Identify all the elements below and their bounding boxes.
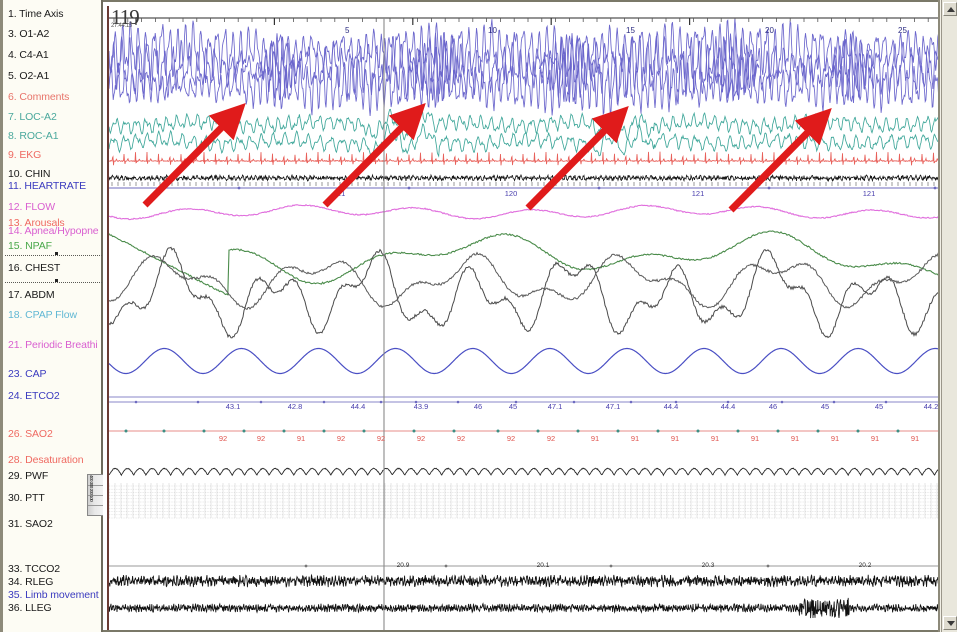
time-tick-label: 25 <box>898 26 907 35</box>
etco2-value: 47.1 <box>547 402 563 411</box>
sao2-value: 91 <box>830 434 840 443</box>
etco2-value: 44.2 <box>923 402 939 411</box>
etco2-value: 46 <box>768 402 778 411</box>
sao2-value: 92 <box>506 434 516 443</box>
channel-label-1-time-axis[interactable]: 1. Time Axis <box>8 9 64 20</box>
channel-label-29-pwf[interactable]: 29. PWF <box>8 471 49 482</box>
channel-group-divider <box>5 282 106 283</box>
channel-label-17-abdm[interactable]: 17. ABDM <box>8 290 55 301</box>
channel-label-24-etco2[interactable]: 24. ETCO2 <box>8 391 60 402</box>
etco2-value: 44.4 <box>663 402 679 411</box>
etco2-value: 45 <box>508 402 518 411</box>
vertical-scrollbar[interactable] <box>941 0 957 632</box>
time-tick-label: 10 <box>488 26 497 35</box>
ptt-scale-labels: 400 300 200 100 <box>89 475 94 502</box>
heartrate-value: 120 <box>504 189 518 198</box>
channel-label-26-sao2[interactable]: 26. SAO2 <box>8 429 53 440</box>
channel-label-14-apnea-hypopne[interactable]: 14. Apnea/Hypopne <box>8 226 99 237</box>
sao2-value: 92 <box>256 434 266 443</box>
sao2-value: 92 <box>546 434 556 443</box>
sao2-value: 91 <box>670 434 680 443</box>
channel-label-10-chin[interactable]: 10. CHIN <box>8 169 51 180</box>
channel-label-33-tcco2[interactable]: 33. TCCO2 <box>8 564 61 575</box>
plot-canvas[interactable] <box>107 6 939 630</box>
channel-label-28-desaturation[interactable]: 28. Desaturation <box>8 455 84 466</box>
etco2-value: 42.8 <box>287 402 303 411</box>
channel-label-21-periodic-breathi[interactable]: 21. Periodic Breathi <box>8 340 98 351</box>
etco2-value: 43.9 <box>413 402 429 411</box>
sao2-value: 91 <box>630 434 640 443</box>
channel-label-16-chest[interactable]: 16. CHEST <box>8 263 61 274</box>
channel-label-18-cpap-flow[interactable]: 18. CPAP Flow <box>8 310 77 321</box>
tcco2-value: 20.1 <box>536 562 550 569</box>
heartrate-value: 121 <box>332 189 346 198</box>
sao2-value: 92 <box>416 434 426 443</box>
heartrate-value: 121 <box>862 189 876 198</box>
channel-label-31-sao2[interactable]: 31. SAO2 <box>8 519 53 530</box>
channel-label-23-cap[interactable]: 23. CAP <box>8 369 47 380</box>
channel-label-6-comments[interactable]: 6. Comments <box>8 92 70 103</box>
tcco2-value: 20.9 <box>396 562 410 569</box>
etco2-value: 43.1 <box>225 402 241 411</box>
divider-handle[interactable] <box>55 279 58 282</box>
sao2-value: 91 <box>750 434 760 443</box>
sao2-value: 92 <box>376 434 386 443</box>
sao2-value: 91 <box>296 434 306 443</box>
etco2-value: 45 <box>874 402 884 411</box>
heartrate-value: 121 <box>691 189 705 198</box>
channel-label-panel: 1. Time Axis 3. O1-A2 4. C4-A1 5. O2-A1 6. C… <box>0 0 106 632</box>
channel-label-30-ptt[interactable]: 30. PTT <box>8 493 45 504</box>
etco2-value: 44.4 <box>350 402 366 411</box>
channel-label-35-limb-movement[interactable]: 35. Limb movement <box>8 590 99 601</box>
chevron-down-icon <box>947 621 955 626</box>
etco2-value: 46 <box>473 402 483 411</box>
time-tick-label: 20 <box>765 26 774 35</box>
sao2-value: 91 <box>870 434 880 443</box>
channel-group-divider <box>5 255 106 256</box>
channel-label-15-npaf[interactable]: 15. NPAF <box>8 241 52 252</box>
channel-label-9-ekg[interactable]: 9. EKG <box>8 150 42 161</box>
tcco2-value: 20.3 <box>701 562 715 569</box>
sao2-value: 92 <box>336 434 346 443</box>
window-right-frame <box>938 0 957 632</box>
chevron-up-icon <box>947 7 955 12</box>
channel-label-5-o2-a1[interactable]: 5. O2-A1 <box>8 71 50 82</box>
waveform-svg <box>109 17 939 630</box>
channel-label-12-flow[interactable]: 12. FLOW <box>8 202 56 213</box>
channel-label-3-o1-a2[interactable]: 3. O1-A2 <box>8 29 50 40</box>
sao2-value: 92 <box>456 434 466 443</box>
channel-label-36-lleg[interactable]: 36. LLEG <box>8 603 52 614</box>
channel-label-11-heartrate[interactable]: 11. HEARTRATE <box>8 181 87 192</box>
etco2-value: 47.1 <box>605 402 621 411</box>
etco2-value: 44.4 <box>720 402 736 411</box>
sao2-value: 91 <box>790 434 800 443</box>
tcco2-value: 20.2 <box>858 562 872 569</box>
sao2-value: 91 <box>710 434 720 443</box>
channel-label-34-rleg[interactable]: 34. RLEG <box>8 577 54 588</box>
sao2-value: 91 <box>910 434 920 443</box>
channel-label-8-roc-a1[interactable]: 8. ROC-A1 <box>8 131 59 142</box>
sao2-value: 92 <box>218 434 228 443</box>
time-tick-label: 5 <box>345 26 350 35</box>
channel-label-4-c4-a1[interactable]: 4. C4-A1 <box>8 50 49 61</box>
divider-handle[interactable] <box>55 252 58 255</box>
sao2-value: 91 <box>590 434 600 443</box>
channel-label-13-arousals[interactable]: 13. Arousals <box>8 218 65 229</box>
channel-label-7-loc-a2[interactable]: 7. LOC-A2 <box>8 112 57 123</box>
etco2-value: 45 <box>820 402 830 411</box>
time-tick-label: 15 <box>626 26 635 35</box>
